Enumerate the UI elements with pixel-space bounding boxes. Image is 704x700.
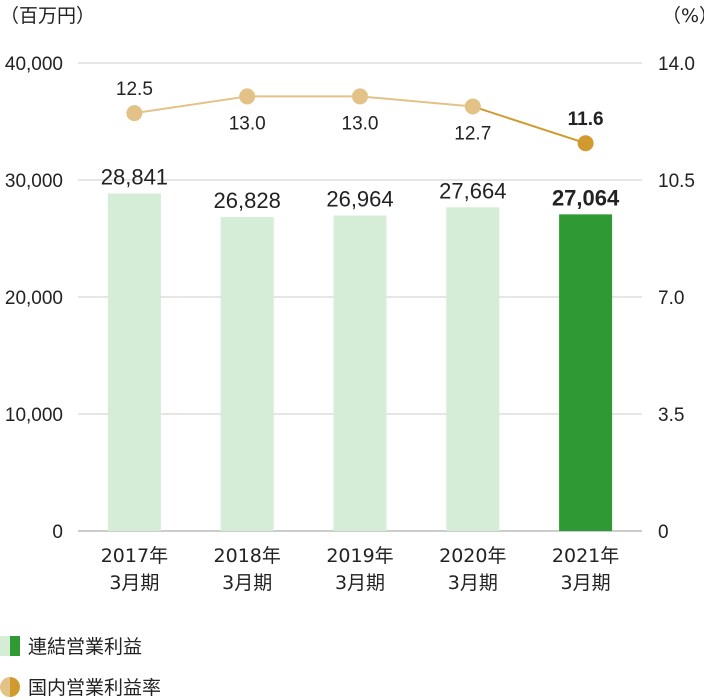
bar-value-labels: 28,841 26,828 26,964 27,664 27,064: [101, 165, 620, 214]
category-label: 2021年 3月期: [552, 545, 619, 594]
bar: [220, 217, 274, 531]
line-segment: [472, 105, 586, 145]
line-segment: [359, 95, 473, 108]
bar-value-label: 27,664: [439, 178, 506, 203]
left-tick-label: 10,000: [5, 405, 63, 426]
bar-swatch-icon: [0, 635, 20, 656]
bar: [559, 214, 613, 531]
right-tick-label: 3.5: [658, 405, 684, 426]
combo-chart: （百万円） （%） 0 10,000 20,000 30,000 40,000 0 3.5…: [0, 5, 704, 594]
bar-value-label: 26,828: [214, 188, 281, 213]
category-label: 2018年 3月期: [214, 545, 281, 594]
line-value-label: 12.5: [116, 79, 153, 100]
category-axis: 2017年 3月期 2018年 3月期 2019年 3月期 2020年 3月期 2021年 3月期: [101, 545, 620, 594]
bar-value-label: 28,841: [101, 165, 168, 190]
line-series: 12.5 13.0 13.0 12.7 11.6: [116, 79, 604, 152]
right-axis-ticks: 0 3.5 7.0 10.5 14.0: [658, 54, 695, 543]
line-segment: [134, 95, 248, 115]
line-value-label: 13.0: [342, 113, 379, 134]
line-swatch-icon: [0, 676, 20, 697]
left-tick-label: 30,000: [5, 171, 63, 192]
line-value-label: 13.0: [229, 113, 266, 134]
left-axis-unit: （百万円）: [0, 5, 95, 27]
category-label: 2020年 3月期: [439, 545, 506, 594]
right-tick-label: 0: [658, 522, 669, 543]
line-point: [577, 135, 594, 152]
legend-item-line: 国内営業利益率: [0, 673, 161, 700]
left-tick-label: 20,000: [5, 288, 63, 309]
bar: [446, 207, 500, 531]
line-point: [464, 98, 481, 115]
bar: [107, 193, 161, 531]
legend-item-bar: 連結営業利益: [0, 632, 142, 659]
right-tick-label: 10.5: [658, 171, 695, 192]
line-value-label: 12.7: [454, 123, 491, 144]
category-label: 2019年 3月期: [326, 545, 393, 594]
right-tick-label: 14.0: [658, 54, 695, 75]
bar-series: [107, 193, 613, 532]
line-point: [126, 105, 143, 122]
left-axis-ticks: 0 10,000 20,000 30,000 40,000: [5, 54, 63, 543]
right-tick-label: 7.0: [658, 288, 684, 309]
left-tick-label: 40,000: [5, 54, 63, 75]
bar: [333, 215, 387, 532]
bar-value-label: 27,064: [552, 185, 620, 210]
line-point: [352, 88, 368, 105]
right-axis-unit: （%）: [662, 5, 704, 27]
legend-label-bar: 連結営業利益: [28, 636, 143, 658]
line-point: [239, 88, 256, 105]
legend-label-line: 国内営業利益率: [28, 677, 162, 699]
line-value-label: 11.6: [568, 109, 604, 130]
left-tick-label: 0: [52, 522, 63, 543]
bar-value-label: 26,964: [326, 187, 393, 212]
category-label: 2017年 3月期: [101, 545, 168, 594]
